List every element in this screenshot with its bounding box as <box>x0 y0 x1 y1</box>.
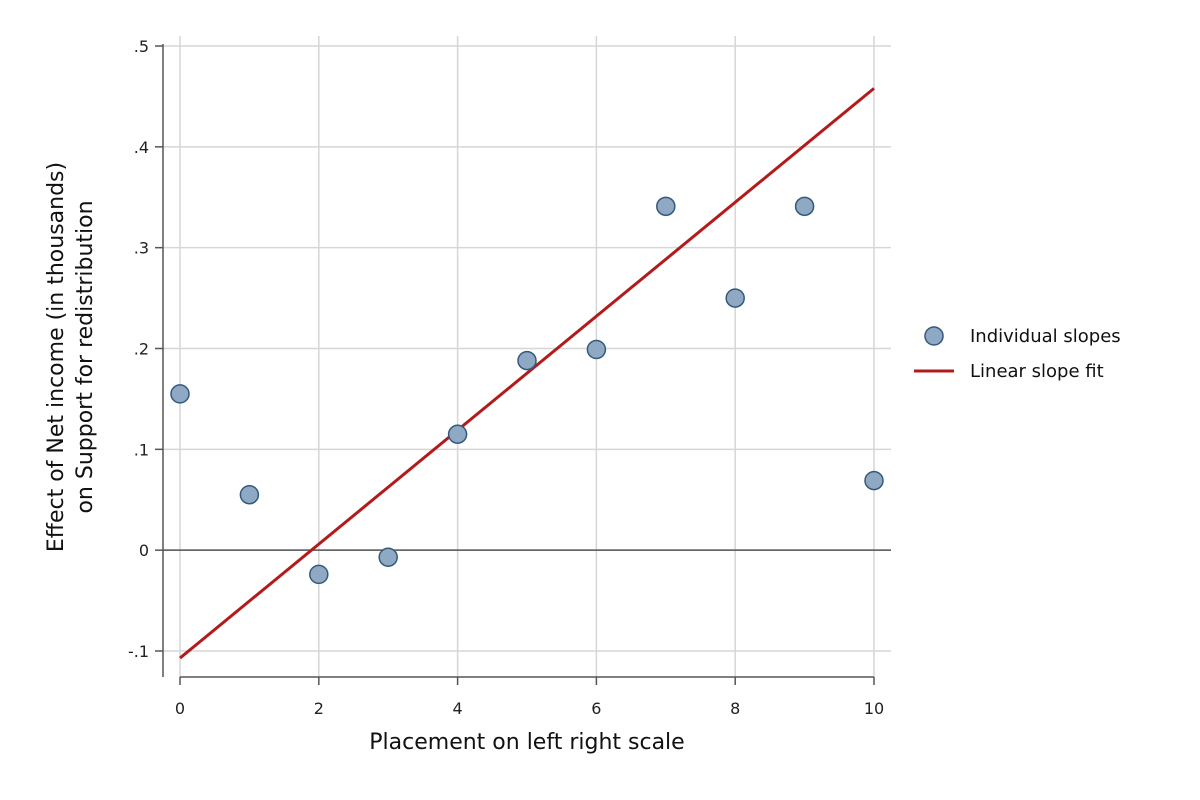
x-tick-label-3: 6 <box>591 699 601 718</box>
y-tick-label-0: -.1 <box>128 642 149 661</box>
y-tick-label-2: .1 <box>134 440 149 459</box>
data-point-7 <box>656 196 676 217</box>
data-point-4 <box>447 424 468 444</box>
data-point-9 <box>794 196 815 217</box>
data-point-2 <box>309 564 329 585</box>
data-point-10 <box>864 470 884 491</box>
y-axis-title-line1: Effect of Net income (in thousands) <box>44 162 69 552</box>
x-axis-title: Placement on left right scale <box>369 730 684 755</box>
points-layer <box>170 196 884 585</box>
fit-line-layer <box>179 87 875 660</box>
legend-label-linear-fit: Linear slope fit <box>970 361 1104 382</box>
x-tick-label-2: 4 <box>453 699 463 718</box>
y-tick-label-5: .4 <box>134 138 149 157</box>
fit-line <box>179 87 875 660</box>
grid <box>163 36 891 677</box>
x-tick-label-5: 10 <box>864 699 884 718</box>
x-tick-label-1: 2 <box>314 699 324 718</box>
y-tick-label-6: .5 <box>134 37 149 56</box>
data-point-1 <box>239 484 260 505</box>
axes: -.1 0 .1 .2 .3 .4 .5 0 2 4 6 8 10 <box>128 37 884 718</box>
data-point-6 <box>586 339 607 360</box>
x-tick-label-4: 8 <box>730 699 740 718</box>
data-point-0 <box>170 384 190 404</box>
data-point-8 <box>725 288 745 308</box>
data-point-3 <box>378 547 398 567</box>
legend: Individual slopes Linear slope fit <box>914 326 1121 382</box>
x-tick-label-0: 0 <box>175 699 185 718</box>
legend-label-individual-slopes: Individual slopes <box>970 326 1121 347</box>
data-point-5 <box>517 350 537 371</box>
y-tick-label-1: 0 <box>139 541 149 560</box>
legend-marker-individual-slopes <box>924 326 944 346</box>
y-axis-title-line2: on Support for redistribution <box>73 200 98 513</box>
y-tick-label-4: .3 <box>134 239 149 258</box>
y-tick-label-3: .2 <box>134 340 149 359</box>
